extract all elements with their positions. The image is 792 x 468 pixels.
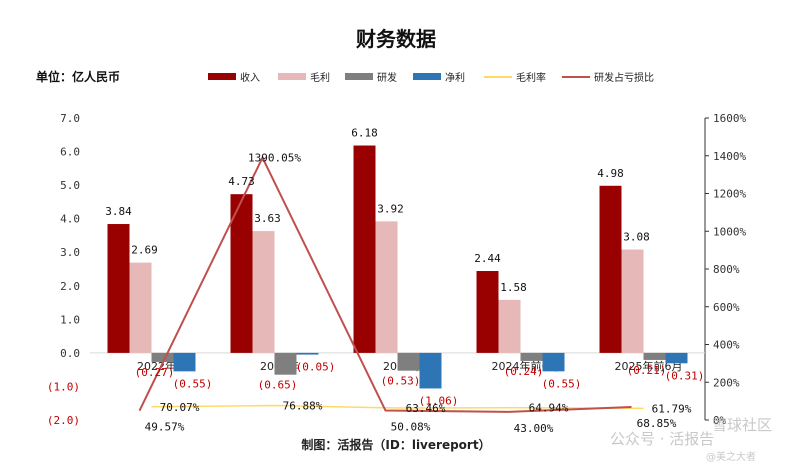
line-label-毛利率: 70.07% (160, 401, 200, 414)
bar-收入-3 (476, 271, 499, 353)
data-label-收入: 4.98 (597, 167, 624, 180)
line-label-研发占亏损比: 68.85% (637, 417, 677, 430)
bar-研发-3 (520, 352, 543, 361)
line-label-研发占亏损比: 1390.05% (248, 152, 301, 165)
bar-研发-2 (397, 352, 420, 371)
data-label-毛利: 3.92 (377, 202, 404, 215)
unit-label: 单位：亿人民币 (36, 69, 120, 84)
data-label-研发: (0.21) (627, 364, 667, 377)
legend: 收入 毛利 研发 净利 毛利率 研发占亏损比 (208, 71, 654, 84)
bar-研发-1 (274, 352, 297, 375)
legend-label-毛利: 毛利 (310, 72, 330, 84)
bar-净利-2 (419, 352, 442, 389)
left-tick-label: 5.0 (60, 179, 80, 192)
legend-swatch-净利 (413, 73, 441, 80)
left-tick-label: 1.0 (60, 313, 80, 326)
legend-label-毛利率: 毛利率 (516, 71, 546, 84)
right-tick-label: 200% (713, 376, 740, 389)
bar-净利-1 (296, 352, 319, 355)
bar-毛利-1 (252, 231, 275, 353)
data-label-毛利: 3.08 (623, 231, 650, 244)
bar-毛利-3 (498, 299, 521, 353)
line-label-研发占亏损比: 43.00% (514, 422, 554, 435)
line-series-研发占亏损比 (138, 155, 632, 413)
right-tick-label: 800% (713, 263, 740, 276)
data-label-收入: 2.44 (474, 252, 501, 265)
data-label-研发: (0.53) (381, 375, 421, 388)
left-tick-label: 2.0 (60, 280, 80, 293)
legend-label-研发: 研发 (377, 71, 397, 84)
bar-收入-4 (599, 185, 622, 353)
left-tick-label: (1.0) (47, 380, 80, 393)
watermark-text: 公众号 · 活报告 (610, 430, 714, 448)
data-label-净利: (0.55) (542, 377, 582, 390)
left-tick-label: 0.0 (60, 347, 80, 360)
data-label-净利: (0.55) (173, 377, 213, 390)
data-label-收入: 4.73 (228, 175, 255, 188)
bar-毛利-0 (129, 262, 152, 353)
legend-label-净利: 净利 (445, 71, 465, 84)
right-tick-label: 1400% (713, 150, 746, 163)
data-label-收入: 6.18 (351, 127, 378, 140)
bar-研发-4 (643, 352, 666, 360)
watermark-handle: @美之大者 (706, 450, 756, 463)
lines (138, 155, 644, 413)
line-label-研发占亏损比: 50.08% (391, 421, 431, 434)
data-label-研发: (0.24) (504, 365, 544, 378)
bar-研发-0 (151, 352, 174, 362)
data-label-净利: (1.06) (419, 394, 459, 407)
data-label-研发: (0.65) (258, 379, 298, 392)
bar-净利-3 (542, 352, 565, 372)
data-label-研发: (0.27) (135, 366, 175, 379)
left-tick-label: 4.0 (60, 213, 80, 226)
bar-毛利-4 (621, 249, 644, 353)
data-labels: 3.84 4.73 6.18 2.44 4.98 2.69 3.63 3.92 1.58 3.08… (105, 127, 704, 435)
line-label-毛利率: 64.94% (529, 402, 569, 415)
footer-credit: 制图：活报告（ID：livereport） (301, 437, 490, 452)
bar-收入-2 (353, 145, 376, 353)
bar-收入-0 (107, 224, 130, 353)
line-label-毛利率: 63.46% (406, 402, 446, 415)
data-label-净利: (0.31) (665, 369, 705, 382)
bar-净利-0 (173, 352, 196, 372)
bar-毛利-2 (375, 221, 398, 353)
left-tick-label: 7.0 (60, 112, 80, 125)
data-label-净利: (0.05) (296, 361, 336, 374)
legend-swatch-毛利 (278, 73, 306, 80)
category-label: 2022年 (137, 359, 176, 373)
left-tick-label: 6.0 (60, 146, 80, 159)
data-label-毛利: 3.63 (254, 212, 281, 225)
right-tick-label: 1000% (713, 225, 746, 238)
right-tick-label: 1600% (713, 112, 746, 125)
bars (107, 145, 688, 389)
watermark-source: 雪球社区 (712, 416, 772, 434)
data-label-毛利: 2.69 (131, 244, 158, 257)
line-label-研发占亏损比: 49.57% (145, 421, 185, 434)
legend-label-收入: 收入 (240, 71, 260, 84)
legend-swatch-收入 (208, 73, 236, 80)
legend-label-研发占亏损比: 研发占亏损比 (594, 71, 654, 84)
legend-swatch-研发 (345, 73, 373, 80)
right-tick-label: 1200% (713, 188, 746, 201)
bar-净利-4 (665, 352, 688, 364)
data-label-收入: 3.84 (105, 205, 132, 218)
line-label-毛利率: 76.88% (283, 399, 323, 412)
right-tick-label: 600% (713, 301, 740, 314)
watermark: 公众号 · 活报告 @美之大者 雪球社区 (610, 416, 772, 463)
line-label-毛利率: 61.79% (652, 402, 692, 415)
chart-title: 财务数据 (356, 27, 436, 51)
line-series-毛利率 (151, 404, 644, 410)
left-tick-label: (2.0) (47, 414, 80, 427)
right-tick-label: 400% (713, 339, 740, 352)
right-tick-label: 0% (713, 414, 727, 427)
data-label-毛利: 1.58 (500, 281, 527, 294)
bar-收入-1 (230, 194, 253, 353)
left-tick-label: 3.0 (60, 246, 80, 259)
